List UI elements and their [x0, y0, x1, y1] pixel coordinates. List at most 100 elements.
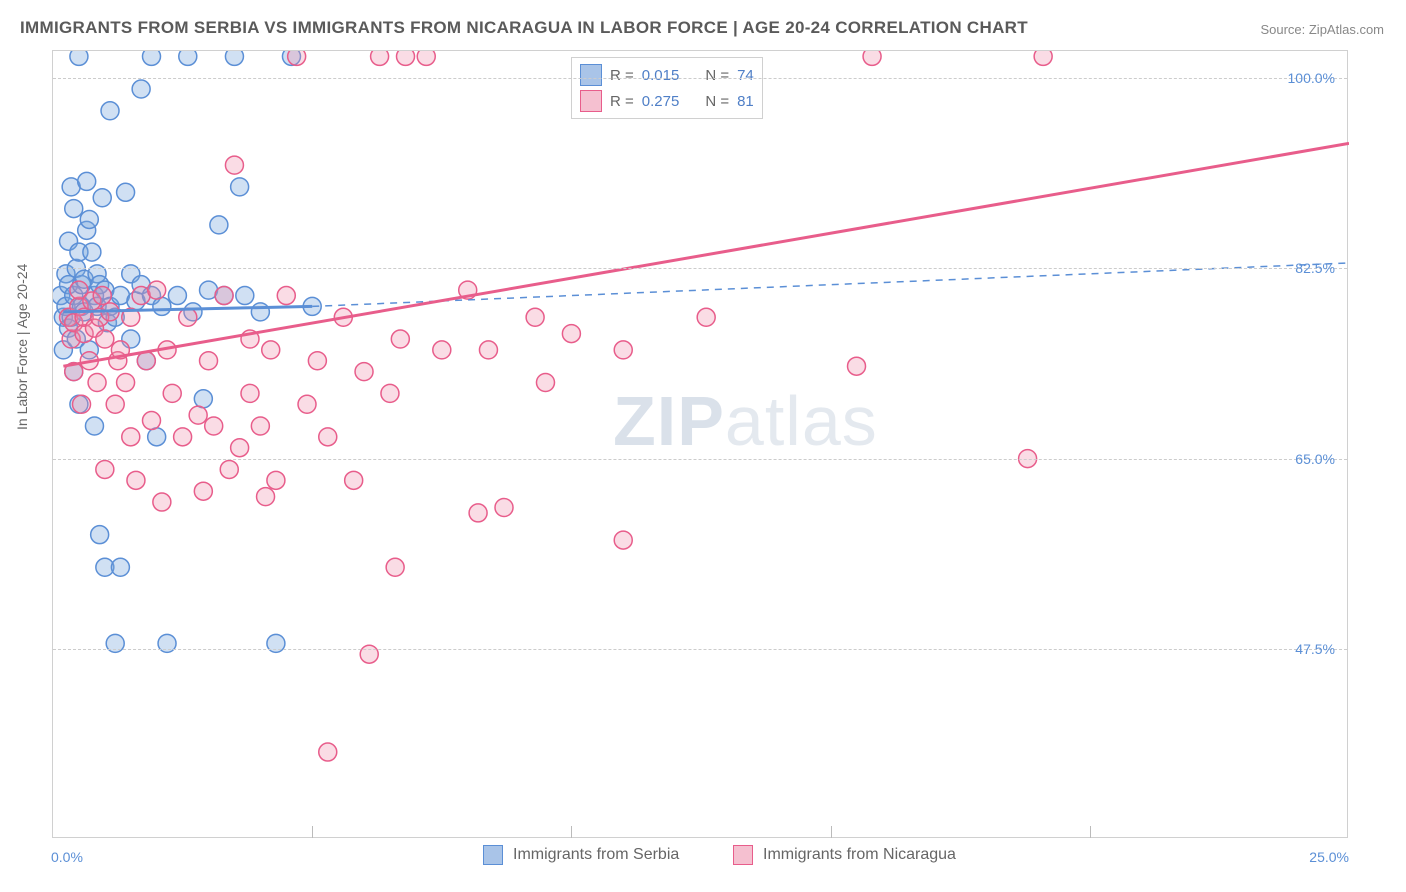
swatch-icon: [483, 845, 503, 865]
data-point: [433, 341, 451, 359]
data-point: [215, 287, 233, 305]
data-point: [231, 439, 249, 457]
data-point: [1034, 51, 1052, 65]
data-point: [148, 428, 166, 446]
data-point: [91, 526, 109, 544]
stat-r: 0.015: [642, 67, 680, 84]
chart-canvas: [53, 51, 1349, 839]
data-point: [205, 417, 223, 435]
data-point: [127, 471, 145, 489]
stat-label: R =: [610, 93, 634, 110]
data-point: [381, 384, 399, 402]
data-point: [479, 341, 497, 359]
stat-label: N =: [705, 93, 729, 110]
data-point: [142, 51, 160, 65]
data-point: [262, 341, 280, 359]
data-point: [241, 384, 259, 402]
gridline-h: [53, 268, 1347, 269]
data-point: [236, 287, 254, 305]
data-point: [386, 558, 404, 576]
data-point: [251, 417, 269, 435]
data-point: [163, 384, 181, 402]
data-point: [96, 460, 114, 478]
data-point: [614, 341, 632, 359]
x-tick-mark: [1090, 826, 1091, 838]
swatch-icon: [733, 845, 753, 865]
data-point: [469, 504, 487, 522]
data-point: [168, 287, 186, 305]
data-point: [225, 156, 243, 174]
y-tick-label: 65.0%: [1295, 451, 1335, 467]
data-point: [417, 51, 435, 65]
data-point: [371, 51, 389, 65]
data-point: [298, 395, 316, 413]
data-point: [111, 558, 129, 576]
regression-line: [63, 143, 1349, 366]
data-point: [391, 330, 409, 348]
data-point: [101, 102, 119, 120]
legend-stats-box: R = 0.015 N = 74 R = 0.275 N = 81: [571, 57, 763, 119]
chart-title: IMMIGRANTS FROM SERBIA VS IMMIGRANTS FRO…: [20, 18, 1028, 38]
legend-nicaragua: Immigrants from Nicaragua: [733, 845, 956, 865]
y-tick-label: 82.5%: [1295, 260, 1335, 276]
swatch-icon: [580, 64, 602, 86]
data-point: [495, 498, 513, 516]
data-point: [70, 51, 88, 65]
source-label: Source: ZipAtlas.com: [1260, 22, 1384, 37]
data-point: [308, 352, 326, 370]
data-point: [153, 493, 171, 511]
data-point: [526, 308, 544, 326]
legend-serbia: Immigrants from Serbia: [483, 845, 679, 865]
data-point: [697, 308, 715, 326]
data-point: [80, 210, 98, 228]
data-point: [319, 428, 337, 446]
data-point: [179, 51, 197, 65]
data-point: [562, 325, 580, 343]
data-point: [355, 363, 373, 381]
data-point: [200, 352, 218, 370]
stat-n: 81: [737, 93, 754, 110]
data-point: [117, 183, 135, 201]
stat-n: 74: [737, 67, 754, 84]
x-tick-mark: [831, 826, 832, 838]
data-point: [614, 531, 632, 549]
legend-stats-row: R = 0.275 N = 81: [580, 88, 754, 114]
data-point: [189, 406, 207, 424]
y-axis-label: In Labor Force | Age 20-24: [14, 264, 30, 430]
data-point: [863, 51, 881, 65]
stat-label: N =: [705, 67, 729, 84]
data-point: [848, 357, 866, 375]
y-tick-label: 47.5%: [1295, 641, 1335, 657]
data-point: [225, 51, 243, 65]
data-point: [122, 428, 140, 446]
legend-label: Immigrants from Nicaragua: [763, 846, 956, 864]
gridline-h: [53, 649, 1347, 650]
gridline-h: [53, 459, 1347, 460]
data-point: [85, 417, 103, 435]
data-point: [194, 390, 212, 408]
data-point: [153, 297, 171, 315]
gridline-h: [53, 78, 1347, 79]
data-point: [536, 374, 554, 392]
data-point: [251, 303, 269, 321]
data-point: [93, 287, 111, 305]
y-tick-label: 100.0%: [1288, 70, 1335, 86]
x-tick-mark: [312, 826, 313, 838]
data-point: [88, 374, 106, 392]
data-point: [106, 395, 124, 413]
data-point: [117, 374, 135, 392]
data-point: [96, 330, 114, 348]
data-point: [231, 178, 249, 196]
data-point: [179, 308, 197, 326]
legend-label: Immigrants from Serbia: [513, 846, 679, 864]
data-point: [78, 172, 96, 190]
data-point: [277, 287, 295, 305]
data-point: [83, 243, 101, 261]
data-point: [288, 51, 306, 65]
x-tick-min: 0.0%: [51, 849, 83, 865]
data-point: [148, 281, 166, 299]
stat-r: 0.275: [642, 93, 680, 110]
data-point: [220, 460, 238, 478]
data-point: [142, 412, 160, 430]
legend-stats-row: R = 0.015N = 74: [580, 62, 754, 88]
